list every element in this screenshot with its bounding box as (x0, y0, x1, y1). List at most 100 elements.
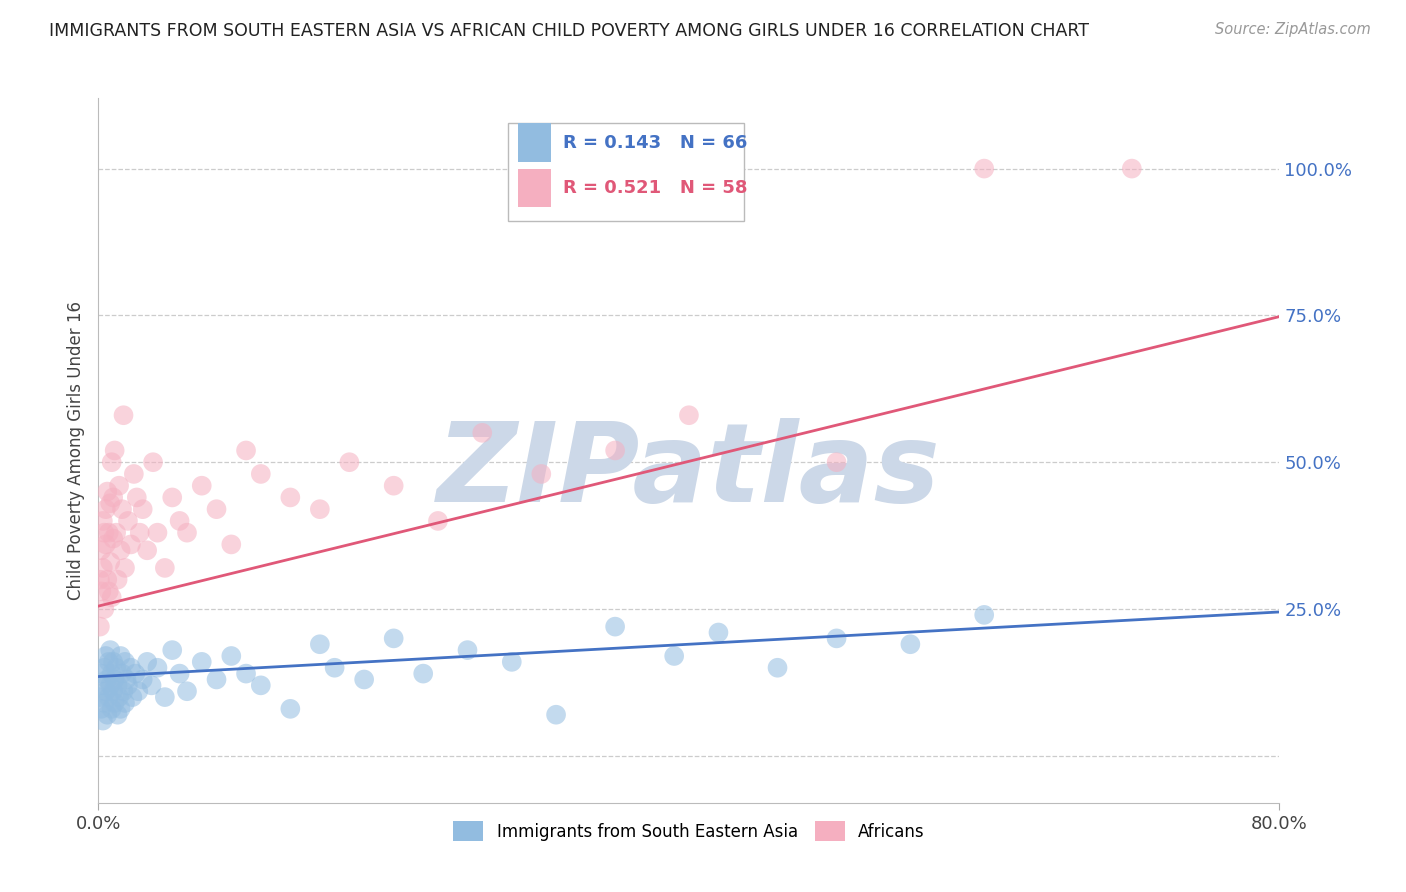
Point (205, 502, 228, 516)
Point (93, 602, 115, 616)
Point (98, 643, 121, 657)
Point (162, 643, 183, 657)
Point (136, 543, 159, 558)
Point (136, 655, 159, 669)
Point (96, 673, 118, 687)
Point (146, 525, 169, 540)
Point (91, 514, 114, 528)
Y-axis label: Child Poverty Among Girls Under 16: Child Poverty Among Girls Under 16 (66, 301, 84, 600)
Text: R = 0.521   N = 58: R = 0.521 N = 58 (562, 179, 747, 197)
Point (546, 707, 568, 722)
Point (664, 648, 686, 663)
Point (114, 696, 136, 710)
Point (501, 655, 523, 669)
Point (97, 525, 120, 540)
Point (353, 673, 375, 687)
Point (111, 502, 134, 516)
Point (103, 684, 125, 698)
Point (825, 455, 848, 469)
Point (142, 455, 165, 469)
Point (94, 537, 117, 551)
Point (339, 455, 361, 469)
Point (103, 655, 125, 669)
Point (766, 661, 789, 675)
Point (97, 655, 120, 669)
Point (100, 702, 122, 716)
Point (108, 478, 131, 492)
Point (107, 707, 129, 722)
Point (146, 661, 169, 675)
Point (108, 690, 131, 705)
Point (117, 678, 139, 692)
Text: R = 0.143   N = 66: R = 0.143 N = 66 (562, 134, 747, 152)
Point (323, 661, 346, 675)
Point (412, 666, 434, 681)
Point (973, 161, 995, 176)
Point (280, 702, 302, 716)
Point (176, 684, 198, 698)
Point (111, 666, 134, 681)
Point (382, 478, 405, 492)
Point (104, 696, 127, 710)
Point (162, 491, 183, 505)
Point (707, 625, 730, 640)
Point (93, 696, 115, 710)
Point (221, 648, 243, 663)
Point (122, 467, 145, 481)
Point (153, 690, 176, 705)
Point (114, 655, 136, 669)
Legend: Immigrants from South Eastern Asia, Africans: Immigrants from South Eastern Asia, Afri… (447, 814, 931, 847)
Point (132, 502, 155, 516)
Bar (508, 123, 744, 221)
Point (89, 573, 111, 587)
Point (114, 561, 136, 575)
Point (309, 502, 332, 516)
Point (105, 525, 128, 540)
Point (110, 543, 132, 558)
Point (94, 502, 117, 516)
Point (110, 648, 132, 663)
Point (100, 666, 122, 681)
Point (93, 525, 115, 540)
Point (91, 561, 114, 575)
Point (112, 684, 135, 698)
Point (103, 491, 125, 505)
Point (127, 684, 149, 698)
Point (169, 514, 191, 528)
Point (280, 491, 302, 505)
Point (900, 637, 922, 651)
Point (103, 532, 125, 546)
Point (132, 673, 155, 687)
Point (107, 678, 129, 692)
Point (250, 678, 273, 692)
Point (973, 607, 995, 622)
Point (96, 484, 118, 499)
Point (141, 678, 163, 692)
Text: ZIPatlas: ZIPatlas (437, 418, 941, 525)
Point (117, 514, 139, 528)
Point (112, 409, 135, 423)
Point (104, 673, 127, 687)
Point (100, 591, 122, 605)
Point (104, 443, 127, 458)
Point (120, 661, 142, 675)
Point (457, 643, 479, 657)
Point (250, 467, 273, 481)
Point (91, 714, 114, 728)
Point (678, 409, 700, 423)
Point (94, 684, 117, 698)
Bar (517, 123, 551, 161)
Point (96, 707, 118, 722)
Point (115, 673, 138, 687)
Point (471, 425, 494, 440)
Point (605, 619, 627, 633)
Point (105, 661, 128, 675)
Point (605, 443, 627, 458)
Point (90, 666, 112, 681)
Point (125, 491, 148, 505)
Point (128, 525, 150, 540)
Point (382, 632, 405, 646)
Point (309, 637, 332, 651)
Point (191, 478, 214, 492)
Point (90, 702, 112, 716)
